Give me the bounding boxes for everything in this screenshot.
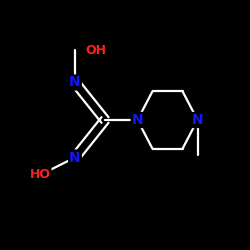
Text: HO: HO — [30, 168, 50, 181]
Text: N: N — [192, 113, 203, 127]
Text: N: N — [69, 76, 81, 90]
Text: N: N — [69, 150, 81, 164]
Text: OH: OH — [85, 44, 106, 57]
Text: N: N — [132, 113, 143, 127]
